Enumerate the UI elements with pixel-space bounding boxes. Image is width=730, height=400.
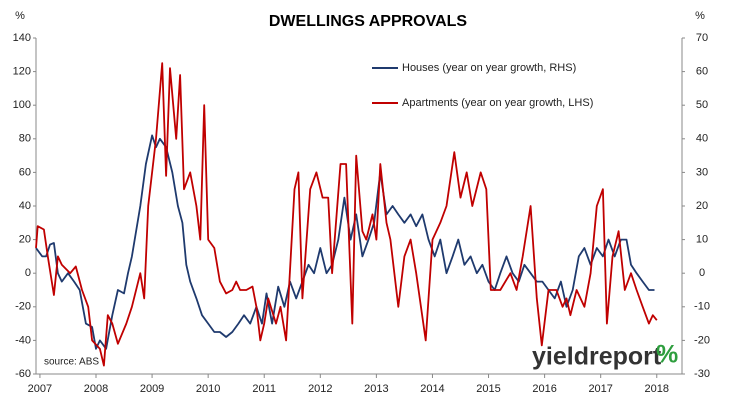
y-tick-label: 120 — [13, 66, 31, 78]
y2-tick-label: 10 — [696, 234, 708, 246]
logo-text: yieldreport — [532, 343, 662, 371]
y-tick-label: 60 — [19, 166, 31, 178]
x-tick-label: 2008 — [84, 383, 108, 395]
y2-tick-label: 0 — [699, 267, 705, 279]
y2-tick-label: 50 — [696, 99, 708, 111]
y2-tick-label: -30 — [694, 368, 710, 380]
y-tick-label: 80 — [19, 133, 31, 145]
logo-mark: % — [656, 341, 678, 369]
x-tick-label: 2007 — [28, 383, 52, 395]
y-tick-label: 0 — [25, 267, 31, 279]
y-tick-label: -40 — [15, 334, 31, 346]
x-tick-label: 2012 — [308, 383, 332, 395]
y-tick-label: 40 — [19, 200, 31, 212]
y2-tick-label: 70 — [696, 32, 708, 44]
x-tick-label: 2013 — [364, 383, 388, 395]
y2-unit: % — [695, 10, 705, 22]
y-tick-label: 140 — [13, 32, 31, 44]
y-unit: % — [15, 10, 25, 22]
annotation: source: ABS — [44, 357, 99, 368]
series-line — [35, 62, 658, 367]
chart-title: DWELLINGS APPROVALS — [269, 13, 468, 30]
legend-label: Houses (year on year growth, RHS) — [402, 62, 576, 74]
y-tick-label: 100 — [13, 99, 31, 111]
x-tick-label: 2015 — [476, 383, 500, 395]
y2-tick-label: -20 — [694, 334, 710, 346]
y2-tick-label: 40 — [696, 133, 708, 145]
y2-tick-label: 60 — [696, 66, 708, 78]
y2-tick-label: -10 — [694, 301, 710, 313]
y2-tick-label: 30 — [696, 166, 708, 178]
x-tick-label: 2018 — [645, 383, 669, 395]
x-tick-label: 2016 — [532, 383, 556, 395]
x-tick-label: 2011 — [252, 383, 276, 395]
legend-label: Apartments (year on year growth, LHS) — [402, 97, 593, 109]
y2-tick-label: 20 — [696, 200, 708, 212]
x-tick-label: 2010 — [196, 383, 220, 395]
x-tick-label: 2017 — [588, 383, 612, 395]
y-tick-label: -20 — [15, 301, 31, 313]
x-tick-label: 2009 — [140, 383, 164, 395]
y-tick-label: 20 — [19, 234, 31, 246]
x-tick-label: 2014 — [420, 383, 444, 395]
y-tick-label: -60 — [15, 368, 31, 380]
